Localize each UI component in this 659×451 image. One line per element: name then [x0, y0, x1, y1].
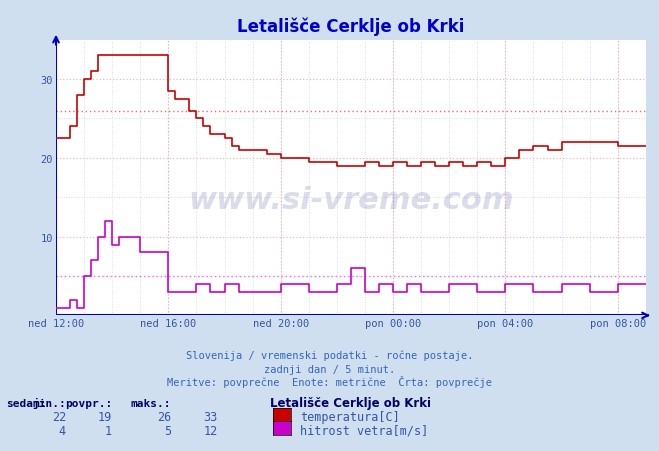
- Text: www.si-vreme.com: www.si-vreme.com: [188, 186, 514, 215]
- Text: Letališče Cerklje ob Krki: Letališče Cerklje ob Krki: [270, 396, 431, 409]
- Text: Slovenija / vremenski podatki - ročne postaje.: Slovenija / vremenski podatki - ročne po…: [186, 350, 473, 360]
- Text: min.:: min.:: [32, 398, 66, 408]
- Text: temperatura[C]: temperatura[C]: [300, 410, 399, 423]
- Text: 26: 26: [157, 410, 171, 423]
- Text: hitrost vetra[m/s]: hitrost vetra[m/s]: [300, 424, 428, 437]
- Text: povpr.:: povpr.:: [65, 398, 112, 408]
- Text: 1: 1: [105, 424, 112, 437]
- Text: 22: 22: [51, 410, 66, 423]
- Text: 33: 33: [203, 410, 217, 423]
- Text: zadnji dan / 5 minut.: zadnji dan / 5 minut.: [264, 364, 395, 374]
- Text: 5: 5: [164, 424, 171, 437]
- Text: maks.:: maks.:: [131, 398, 171, 408]
- Text: 12: 12: [203, 424, 217, 437]
- Text: Meritve: povprečne  Enote: metrične  Črta: povprečje: Meritve: povprečne Enote: metrične Črta:…: [167, 376, 492, 387]
- Text: 4: 4: [59, 424, 66, 437]
- Text: sedaj:: sedaj:: [7, 397, 47, 408]
- Text: 19: 19: [98, 410, 112, 423]
- Title: Letališče Cerklje ob Krki: Letališče Cerklje ob Krki: [237, 18, 465, 36]
